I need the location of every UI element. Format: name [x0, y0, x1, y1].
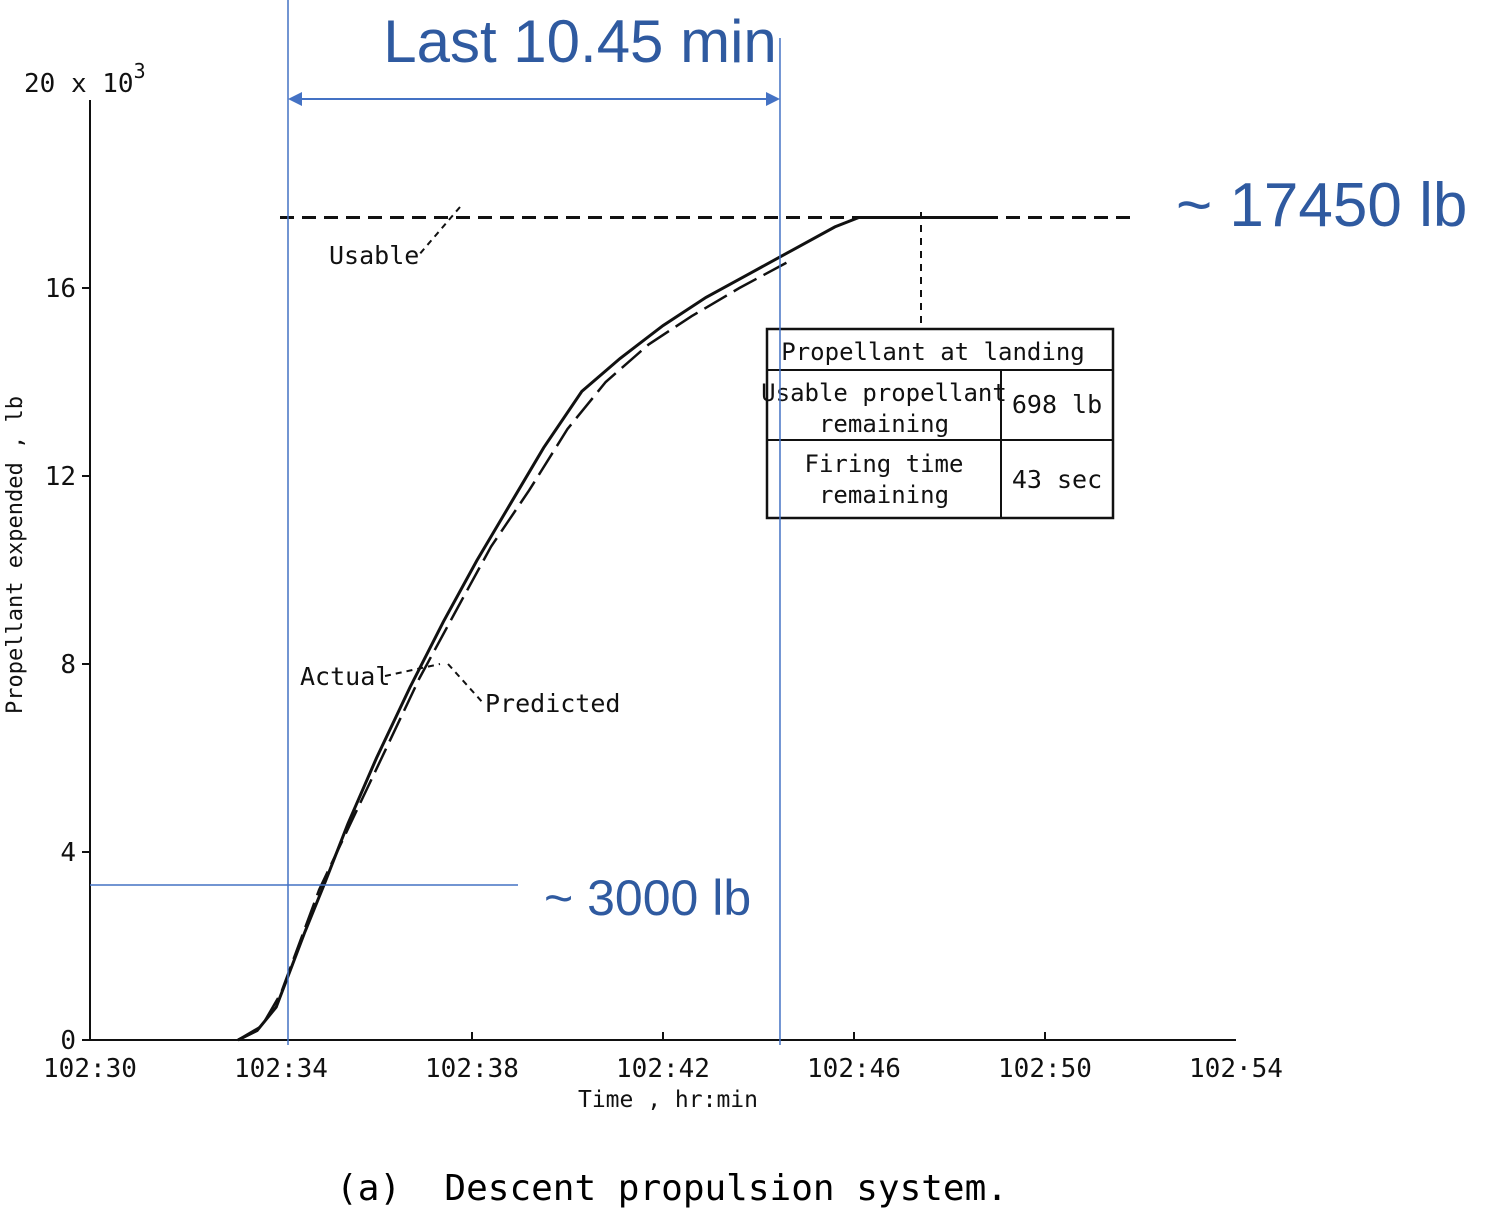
table-row-1-value: 698 lb — [1012, 390, 1102, 419]
series-predicted-label: Predicted — [485, 689, 620, 718]
x-axis-label: Time , hr:min — [578, 1087, 758, 1113]
x-tick-label: 102:42 — [616, 1054, 710, 1084]
table-row-1-label: Usable propellant remaining — [761, 379, 1007, 438]
y-multiplier-base: 20 x 10 — [24, 69, 134, 99]
table-row-2-label: Firing time remaining — [805, 450, 964, 509]
series-predicted-leader — [447, 663, 485, 705]
series-predicted-line — [237, 258, 793, 1042]
x-tick-label: 102:34 — [234, 1054, 328, 1084]
series-labels: Actual Predicted — [300, 662, 620, 718]
y-axis-label: Propellant expended , lb — [3, 396, 28, 714]
y-tick-label: 4 — [60, 838, 76, 868]
x-tick-label: 102:46 — [807, 1054, 901, 1084]
y-tick-label: 8 — [60, 650, 76, 680]
y-tick-label: 16 — [45, 274, 76, 304]
table-row-2-value: 43 sec — [1012, 465, 1102, 494]
usable-label: Usable — [329, 241, 419, 270]
y-multiplier-exp: 3 — [134, 59, 146, 83]
start-level-label: ~ 3000 lb — [544, 870, 751, 926]
x-tick-label: 102·54 — [1189, 1054, 1283, 1084]
x-ticks: 102:30 102:34 102:38 102:42 102:46 102:50 102·… — [43, 1032, 1283, 1084]
table-border — [765, 327, 1115, 520]
interval-label: Last 10.45 min — [383, 8, 777, 75]
landing-table: Propellant at landing Usable propellant r… — [761, 327, 1115, 520]
x-tick-label: 102:38 — [425, 1054, 519, 1084]
end-level-label: ~ 17450 lb — [1176, 171, 1467, 240]
table-title: Propellant at landing — [781, 338, 1084, 366]
y-tick-label: 12 — [45, 462, 76, 492]
figure-caption: (a) Descent propulsion system. — [336, 1168, 1008, 1209]
series-actual-label: Actual — [300, 662, 390, 691]
y-tick-label: 0 — [60, 1026, 76, 1056]
usable-group: Usable — [280, 206, 1134, 270]
y-multiplier-label: 20 x 103 — [24, 59, 146, 99]
y-ticks: 0 4 8 12 16 — [45, 274, 90, 1056]
x-tick-label: 102:50 — [998, 1054, 1092, 1084]
usable-leader — [417, 206, 461, 257]
x-tick-label: 102:30 — [43, 1054, 137, 1084]
series-actual-leader — [384, 663, 441, 677]
blue-annotations: Last 10.45 min ~ 17450 lb ~ 3000 lb — [90, 0, 1467, 1045]
